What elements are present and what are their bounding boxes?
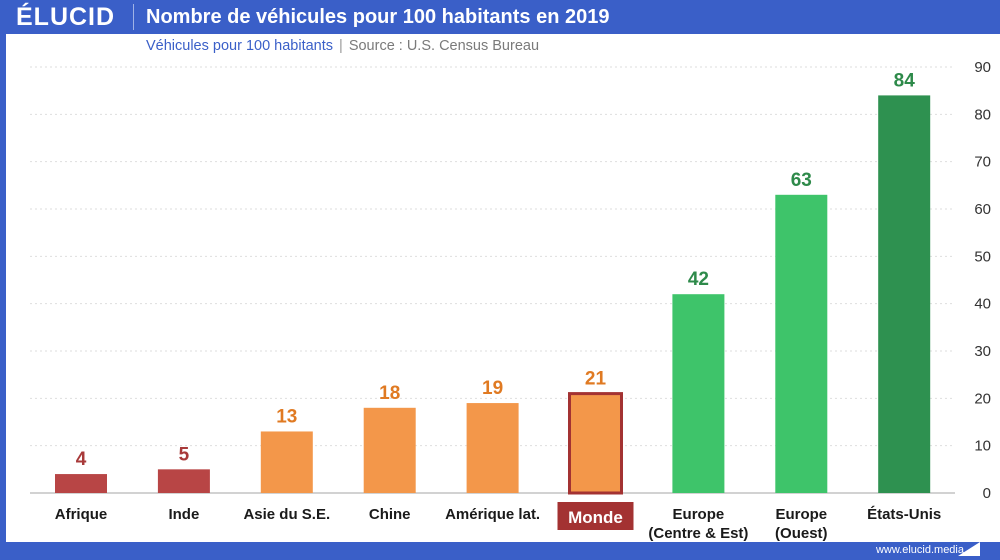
bar-value-label: 13 (276, 406, 297, 427)
y-tick-label: 80 (974, 106, 991, 123)
category-label: Monde (568, 508, 623, 527)
y-tick-label: 30 (974, 343, 991, 360)
unit-label: Véhicules pour 100 habitants (146, 38, 334, 54)
y-tick-label: 20 (974, 390, 991, 407)
bar (878, 95, 931, 494)
bar (157, 469, 210, 493)
y-tick-label: 70 (974, 154, 991, 171)
logo-divider (133, 4, 134, 30)
y-tick-label: 60 (974, 201, 991, 218)
category-label: (Ouest) (775, 525, 828, 542)
y-tick-label: 50 (974, 248, 991, 265)
bar (775, 194, 828, 494)
elucid-mark-icon (958, 542, 980, 556)
category-label: Europe (673, 506, 725, 523)
chart-title: Nombre de véhicules pour 100 habitants e… (146, 6, 610, 28)
elucid-logo[interactable]: ÉLUCID (16, 3, 116, 31)
category-label: Afrique (55, 506, 108, 523)
bar-value-label: 42 (688, 269, 709, 290)
y-tick-label: 90 (974, 59, 991, 76)
bar-value-label: 4 (76, 449, 87, 470)
highlight-label-box (557, 502, 634, 530)
bar-value-label: 5 (179, 444, 190, 465)
website-link[interactable]: www.elucid.media (875, 544, 964, 556)
bar (672, 294, 725, 493)
bar-value-label: 18 (379, 383, 400, 404)
bar-value-label: 19 (482, 378, 503, 399)
bar (363, 407, 416, 493)
category-label: Chine (369, 506, 411, 523)
bar-value-label: 21 (585, 369, 607, 390)
bar (260, 431, 313, 493)
y-tick-label: 0 (983, 485, 991, 502)
category-label: Asie du S.E. (243, 506, 330, 523)
bar-value-label: 84 (894, 70, 916, 91)
category-label: Europe (775, 506, 827, 523)
category-label: Inde (168, 506, 199, 523)
y-tick-label: 10 (974, 438, 991, 455)
category-label: États-Unis (867, 506, 941, 523)
source-label: Source : U.S. Census Bureau (348, 38, 540, 54)
bar (55, 474, 107, 493)
bar (568, 392, 623, 495)
subtitle-separator: | (339, 38, 343, 54)
y-tick-label: 40 (974, 296, 991, 313)
category-label: (Centre & Est) (648, 525, 748, 542)
chart-subtitle: Véhicules pour 100 habitants | Source : U.… (146, 38, 539, 54)
bar (466, 403, 519, 493)
header-bar: ÉLUCID Nombre de véhicules pour 100 habi… (0, 0, 1000, 34)
category-label: Amérique lat. (445, 506, 540, 523)
bar-value-label: 63 (791, 170, 812, 191)
